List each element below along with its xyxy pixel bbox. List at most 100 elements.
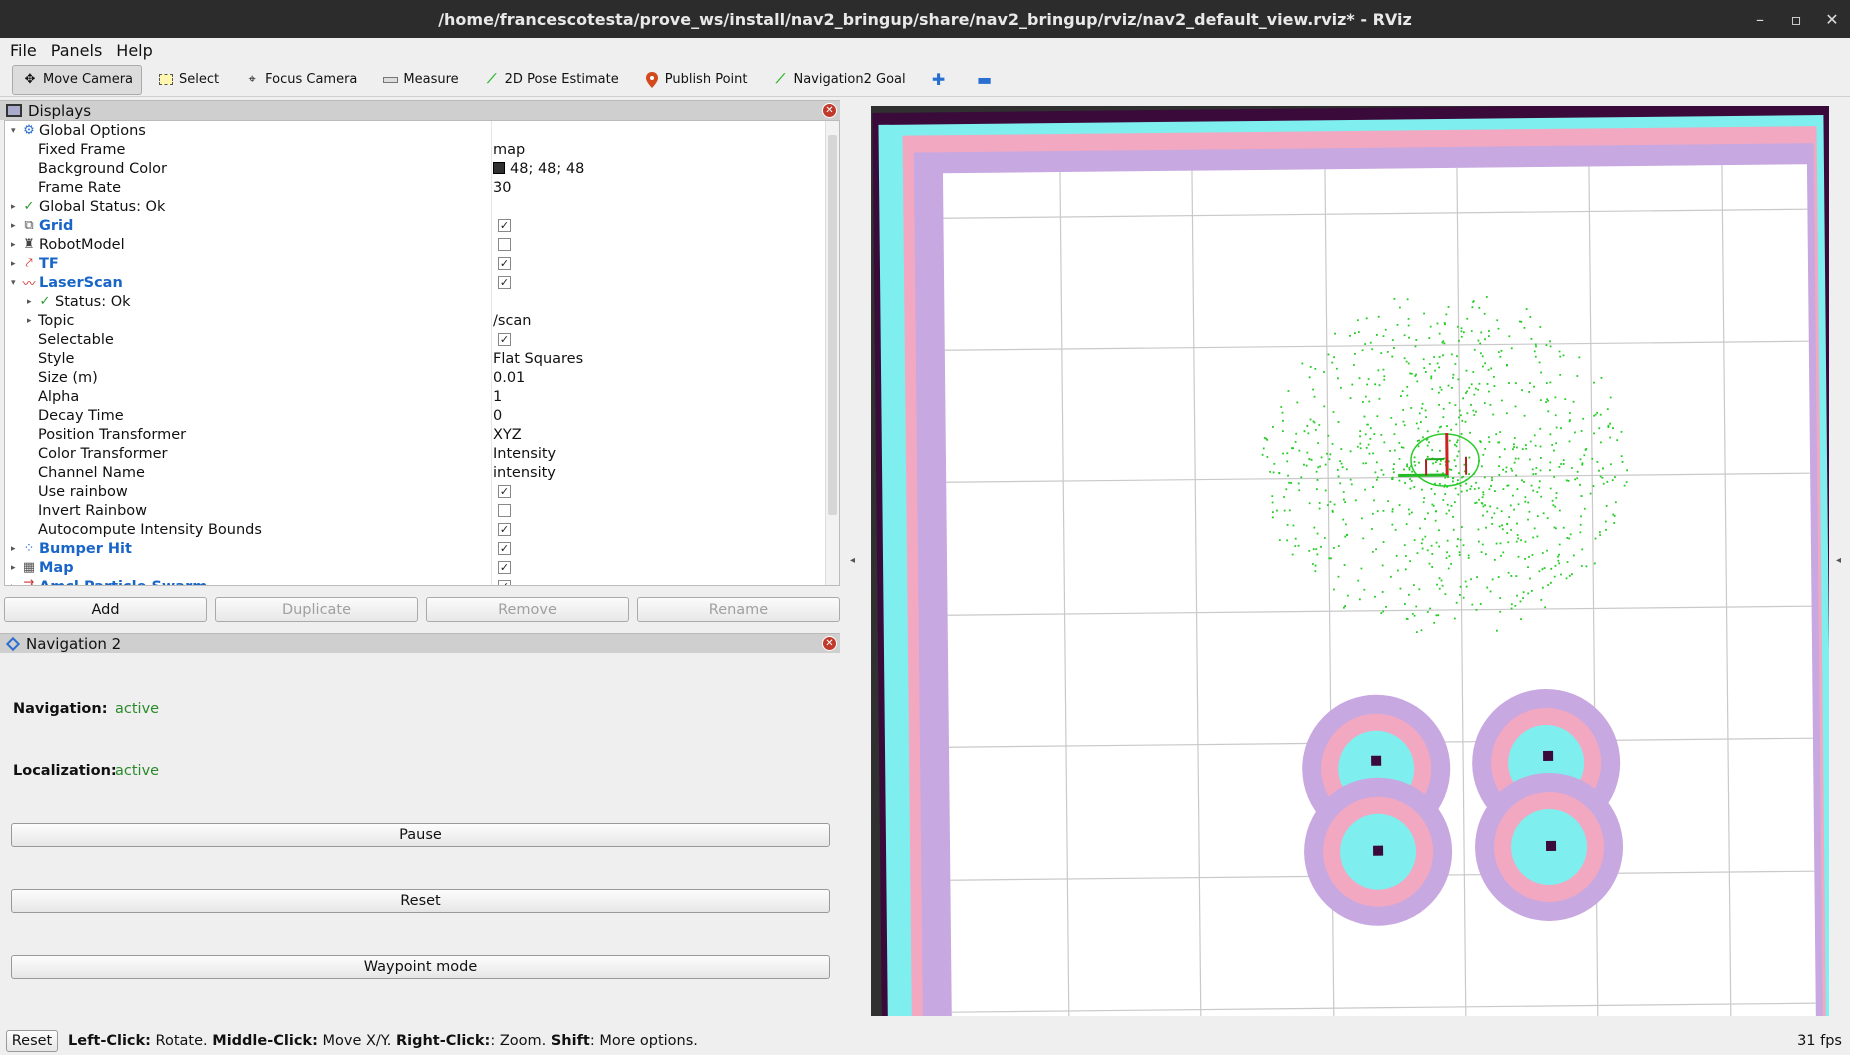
display-row[interactable]: Use rainbow ✓ — [5, 482, 839, 501]
close-navigation-icon[interactable]: ✕ — [822, 636, 837, 651]
display-row[interactable]: ▸ ✓ Status: Ok — [5, 292, 839, 311]
laser-point — [1505, 470, 1508, 473]
display-row-value[interactable]: intensity — [493, 464, 556, 481]
expand-right-icon[interactable]: ▸ — [11, 582, 21, 586]
nav-goal-button[interactable]: ⟋ Navigation2 Goal — [762, 65, 914, 95]
display-row[interactable]: Alpha 1 — [5, 387, 839, 406]
display-row-checkbox[interactable]: ✓ — [498, 580, 511, 585]
display-row[interactable]: Channel Name intensity — [5, 463, 839, 482]
display-row[interactable]: ▸ ♜ RobotModel — [5, 235, 839, 254]
add-tool-button[interactable]: ✚ — [921, 65, 961, 95]
expand-down-icon[interactable]: ▾ — [11, 125, 16, 136]
expand-right-icon[interactable]: ▸ — [11, 562, 16, 573]
laser-point — [1446, 551, 1448, 554]
status-reset-button[interactable]: Reset — [6, 1030, 58, 1052]
publish-point-button[interactable]: Publish Point — [634, 65, 757, 95]
laser-point — [1568, 420, 1571, 423]
display-row-value[interactable]: 30 — [493, 179, 512, 196]
display-row-checkbox[interactable]: ✓ — [498, 276, 511, 289]
expand-right-icon[interactable]: ▸ — [27, 296, 32, 307]
displays-scrollbar[interactable] — [825, 121, 839, 585]
minimize-icon[interactable]: – — [1756, 9, 1764, 29]
display-row-checkbox[interactable]: ✓ — [498, 219, 511, 232]
display-row-checkbox[interactable]: ✓ — [498, 257, 511, 270]
display-row-checkbox[interactable]: ✓ — [498, 561, 511, 574]
render-viewport[interactable] — [871, 106, 1829, 1016]
expand-right-icon[interactable]: ▸ — [11, 201, 16, 212]
collapse-right-icon[interactable]: ◂ — [1836, 555, 1842, 566]
maximize-icon[interactable]: ▫ — [1790, 9, 1802, 29]
display-row[interactable]: ▸ ⧉ Grid ✓ — [5, 216, 839, 235]
close-displays-icon[interactable]: ✕ — [822, 103, 837, 118]
remove-button[interactable]: Remove — [426, 597, 629, 622]
display-row[interactable]: Selectable ✓ — [5, 330, 839, 349]
expand-right-icon[interactable]: ▸ — [11, 258, 16, 269]
add-button[interactable]: Add — [4, 597, 207, 622]
duplicate-button[interactable]: Duplicate — [215, 597, 418, 622]
display-row-checkbox[interactable] — [498, 238, 511, 251]
menu-panels[interactable]: Panels — [50, 40, 103, 60]
display-row-value[interactable]: Intensity — [493, 445, 557, 462]
laser-point — [1375, 478, 1378, 481]
laser-point — [1533, 385, 1535, 388]
display-row[interactable]: ▸ ▦ Map ✓ — [5, 558, 839, 577]
display-row-checkbox[interactable]: ✓ — [498, 523, 511, 536]
map-render[interactable] — [871, 106, 1829, 1016]
laser-point — [1324, 463, 1327, 466]
display-row[interactable]: Color Transformer Intensity — [5, 444, 839, 463]
collapse-left-icon[interactable]: ◂ — [850, 555, 856, 566]
display-row[interactable]: Autocompute Intensity Bounds ✓ — [5, 520, 839, 539]
expand-right-icon[interactable]: ▸ — [11, 239, 16, 250]
display-row-value[interactable]: XYZ — [493, 426, 522, 443]
display-row-value[interactable]: map — [493, 141, 526, 158]
display-row[interactable]: Position Transformer XYZ — [5, 425, 839, 444]
display-row-checkbox[interactable]: ✓ — [498, 485, 511, 498]
reset-button[interactable]: Reset — [11, 889, 830, 913]
display-row-value[interactable]: /scan — [493, 312, 532, 329]
expand-right-icon[interactable]: ▸ — [11, 220, 16, 231]
display-row-value[interactable]: 48; 48; 48 — [493, 161, 584, 177]
scroll-thumb[interactable] — [828, 135, 837, 515]
display-row[interactable]: ▸ ✓ Global Status: Ok — [5, 197, 839, 216]
remove-tool-button[interactable]: ▬ — [967, 65, 1007, 95]
display-row-value[interactable]: 0.01 — [493, 369, 526, 386]
move-camera-button[interactable]: ✥ Move Camera — [12, 64, 143, 95]
focus-camera-button[interactable]: ⌖ Focus Camera — [234, 65, 366, 95]
laser-point — [1490, 476, 1493, 479]
menu-file[interactable]: File — [10, 40, 37, 60]
pause-button[interactable]: Pause — [11, 823, 830, 847]
display-row[interactable]: Size (m) 0.01 — [5, 368, 839, 387]
display-row[interactable]: Invert Rainbow — [5, 501, 839, 520]
publish-point-icon — [643, 71, 661, 88]
display-row-value[interactable]: 1 — [493, 388, 503, 405]
display-row[interactable]: Background Color 48; 48; 48 — [5, 159, 839, 178]
display-row-checkbox[interactable]: ✓ — [498, 542, 511, 555]
display-row[interactable]: ▾ ⚙ Global Options — [5, 121, 839, 140]
rename-button[interactable]: Rename — [637, 597, 840, 622]
expand-right-icon[interactable]: ▸ — [11, 543, 16, 554]
display-row[interactable]: Fixed Frame map — [5, 140, 839, 159]
laser-point — [1403, 603, 1406, 605]
waypoint-mode-button[interactable]: Waypoint mode — [11, 955, 830, 979]
close-window-icon[interactable]: ✕ — [1825, 9, 1839, 29]
display-row-value[interactable]: 0 — [493, 407, 503, 424]
display-row[interactable]: ▸ ⁘ Bumper Hit ✓ — [5, 539, 839, 558]
measure-button[interactable]: Measure — [372, 65, 467, 95]
expand-right-icon[interactable]: ▸ — [27, 315, 32, 326]
pose-estimate-button[interactable]: ⟋ 2D Pose Estimate — [474, 65, 628, 95]
expand-down-icon[interactable]: ▾ — [11, 277, 16, 288]
display-row[interactable]: Frame Rate 30 — [5, 178, 839, 197]
display-row-name: Autocompute Intensity Bounds — [38, 521, 262, 538]
menu-help[interactable]: Help — [116, 40, 153, 60]
display-row-checkbox[interactable] — [498, 504, 511, 517]
display-row[interactable]: ▸ ⤤ TF ✓ — [5, 254, 839, 273]
display-row-value[interactable]: Flat Squares — [493, 350, 584, 367]
display-row[interactable]: ▾ 〰 LaserScan ✓ — [5, 273, 839, 292]
laser-point — [1413, 486, 1416, 488]
display-row[interactable]: Decay Time 0 — [5, 406, 839, 425]
select-button[interactable]: Select — [148, 65, 228, 95]
display-row-checkbox[interactable]: ✓ — [498, 333, 511, 346]
display-row[interactable]: ▸⇶Amcl Particle Swarm ✓ — [5, 577, 839, 586]
display-row[interactable]: ▸ Topic/scan — [5, 311, 839, 330]
display-row[interactable]: Style Flat Squares — [5, 349, 839, 368]
